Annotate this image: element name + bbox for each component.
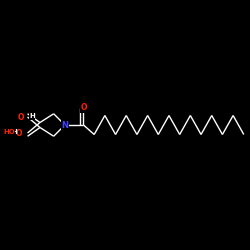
Text: O: O [18,112,24,122]
Text: H: H [29,113,35,119]
Text: HO: HO [3,129,15,135]
Text: O: O [80,104,87,112]
Text: O: O [16,128,22,138]
Text: H: H [11,129,17,135]
Text: N: N [61,120,68,130]
